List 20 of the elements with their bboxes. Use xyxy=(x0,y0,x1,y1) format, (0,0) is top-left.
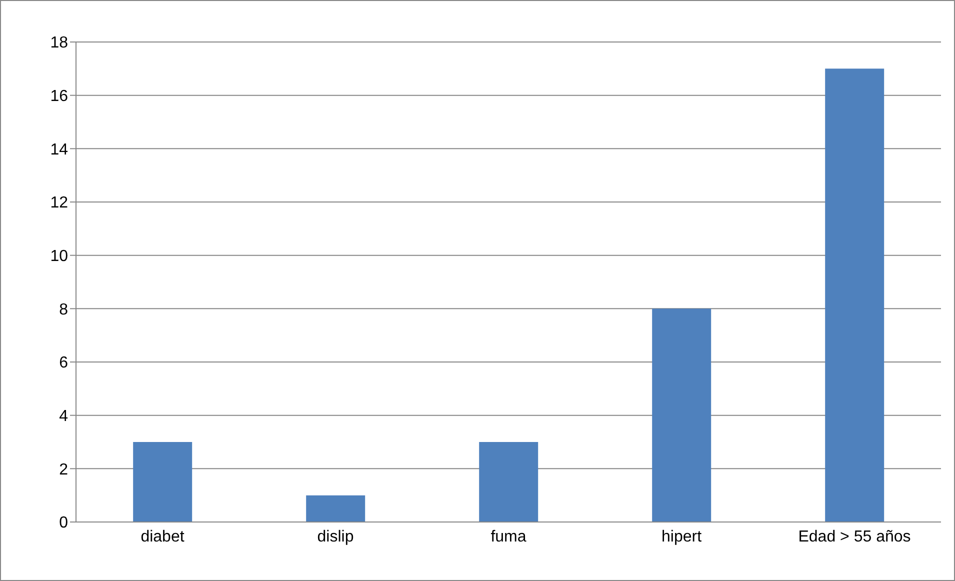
bar xyxy=(652,308,712,522)
y-tick-label: 4 xyxy=(59,408,68,426)
x-tick-label: hipert xyxy=(661,528,702,546)
x-tick-label: Edad > 55 años xyxy=(798,528,911,546)
y-tick-label: 16 xyxy=(50,88,68,106)
y-tick-label: 10 xyxy=(50,248,68,266)
x-tick-label: fuma xyxy=(490,528,526,546)
y-tick-label: 2 xyxy=(59,461,68,478)
y-tick-label: 8 xyxy=(59,301,68,318)
y-tick-label: 6 xyxy=(59,354,68,372)
x-tick-label: diabet xyxy=(140,528,185,546)
bar xyxy=(479,442,538,522)
y-tick-label: 14 xyxy=(50,141,68,158)
y-tick-label: 12 xyxy=(50,194,68,212)
y-tick-label: 18 xyxy=(50,34,68,52)
y-tick-label: 0 xyxy=(59,514,68,532)
bar xyxy=(825,68,884,522)
x-tick-label: dislip xyxy=(317,528,354,546)
bar xyxy=(306,495,366,522)
bar xyxy=(133,442,192,522)
